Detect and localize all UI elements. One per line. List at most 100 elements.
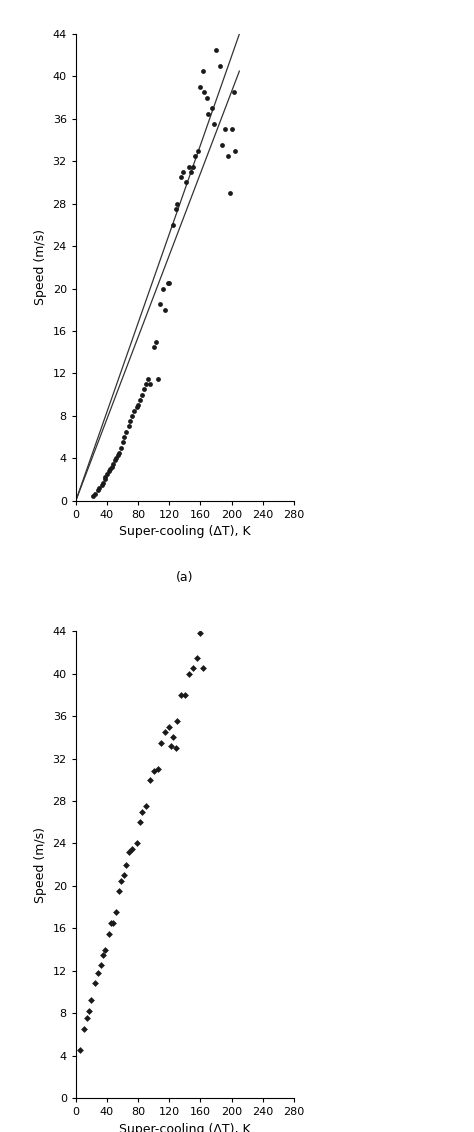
X-axis label: Super-cooling (ΔT), K: Super-cooling (ΔT), K xyxy=(119,1123,251,1132)
Point xyxy=(169,216,177,234)
Point xyxy=(165,274,173,292)
Point xyxy=(107,914,115,932)
Point xyxy=(105,925,112,943)
Point xyxy=(108,457,116,475)
Point xyxy=(226,185,234,203)
Point xyxy=(142,375,150,393)
Point xyxy=(165,718,173,736)
Point xyxy=(203,88,210,106)
Point xyxy=(83,1010,91,1028)
Point xyxy=(109,454,117,472)
Point xyxy=(232,142,239,160)
Point xyxy=(221,120,229,138)
Point xyxy=(162,723,169,741)
Point xyxy=(76,1041,83,1060)
Point xyxy=(197,625,204,643)
Point xyxy=(197,78,204,96)
Point xyxy=(209,100,216,118)
Point xyxy=(120,428,128,446)
Point xyxy=(116,444,123,462)
Point xyxy=(210,115,218,134)
Point xyxy=(91,975,98,993)
Point xyxy=(95,479,103,497)
Y-axis label: Speed (m/s): Speed (m/s) xyxy=(34,230,47,306)
Point xyxy=(152,333,160,351)
Point xyxy=(193,649,201,667)
Point xyxy=(97,957,105,975)
Point xyxy=(164,274,172,292)
Point xyxy=(98,475,105,494)
Point xyxy=(109,914,117,932)
Point xyxy=(115,882,122,900)
Point xyxy=(123,856,130,874)
Point xyxy=(112,449,120,468)
Point xyxy=(94,963,101,981)
Point xyxy=(136,813,144,831)
Point xyxy=(201,84,208,102)
Point xyxy=(185,664,192,683)
Point xyxy=(172,200,179,218)
Point xyxy=(99,946,107,964)
Point xyxy=(191,147,199,165)
Point xyxy=(85,1002,93,1020)
Y-axis label: Speed (m/s): Speed (m/s) xyxy=(34,826,47,902)
Point xyxy=(123,422,130,440)
Point xyxy=(172,739,179,757)
Point xyxy=(224,147,231,165)
Point xyxy=(130,402,138,420)
Point xyxy=(106,460,114,478)
Point xyxy=(138,386,146,404)
Point xyxy=(167,737,174,755)
Point xyxy=(91,486,99,504)
Point xyxy=(204,104,212,122)
Point xyxy=(101,469,109,487)
Point xyxy=(120,866,128,884)
Point xyxy=(145,370,152,388)
Point xyxy=(169,728,177,746)
Point xyxy=(181,686,189,704)
Point xyxy=(150,762,157,780)
Point xyxy=(146,771,154,789)
Point xyxy=(101,941,109,959)
Point xyxy=(212,41,220,59)
Point xyxy=(112,903,120,921)
Point xyxy=(142,797,150,815)
Point xyxy=(216,57,224,75)
Point xyxy=(187,163,195,181)
Point xyxy=(133,398,140,417)
Point xyxy=(128,406,136,424)
Point xyxy=(80,1020,87,1038)
Point xyxy=(173,712,181,730)
Point xyxy=(219,136,226,154)
Point xyxy=(117,872,125,890)
Point xyxy=(180,163,187,181)
Point xyxy=(189,157,196,175)
X-axis label: Super-cooling (ΔT), K: Super-cooling (ΔT), K xyxy=(119,525,251,538)
Point xyxy=(154,761,161,779)
Point xyxy=(162,301,169,319)
Point xyxy=(138,803,146,821)
Point xyxy=(182,173,190,191)
Point xyxy=(146,375,154,393)
Point xyxy=(137,391,144,409)
Point xyxy=(125,843,133,861)
Point xyxy=(177,686,185,704)
Point xyxy=(128,840,136,858)
Point xyxy=(88,992,95,1010)
Point xyxy=(194,142,202,160)
Point xyxy=(127,412,134,430)
Point xyxy=(199,62,207,80)
Point xyxy=(150,337,157,355)
Point xyxy=(141,380,148,398)
Point xyxy=(114,446,122,464)
Point xyxy=(154,370,161,388)
Point xyxy=(199,660,207,678)
Point xyxy=(159,280,167,298)
Point xyxy=(134,396,142,414)
Point xyxy=(133,834,140,852)
Point xyxy=(119,434,127,452)
Point xyxy=(158,734,165,752)
Point xyxy=(103,465,111,483)
Point xyxy=(89,488,97,506)
Point xyxy=(185,157,192,175)
